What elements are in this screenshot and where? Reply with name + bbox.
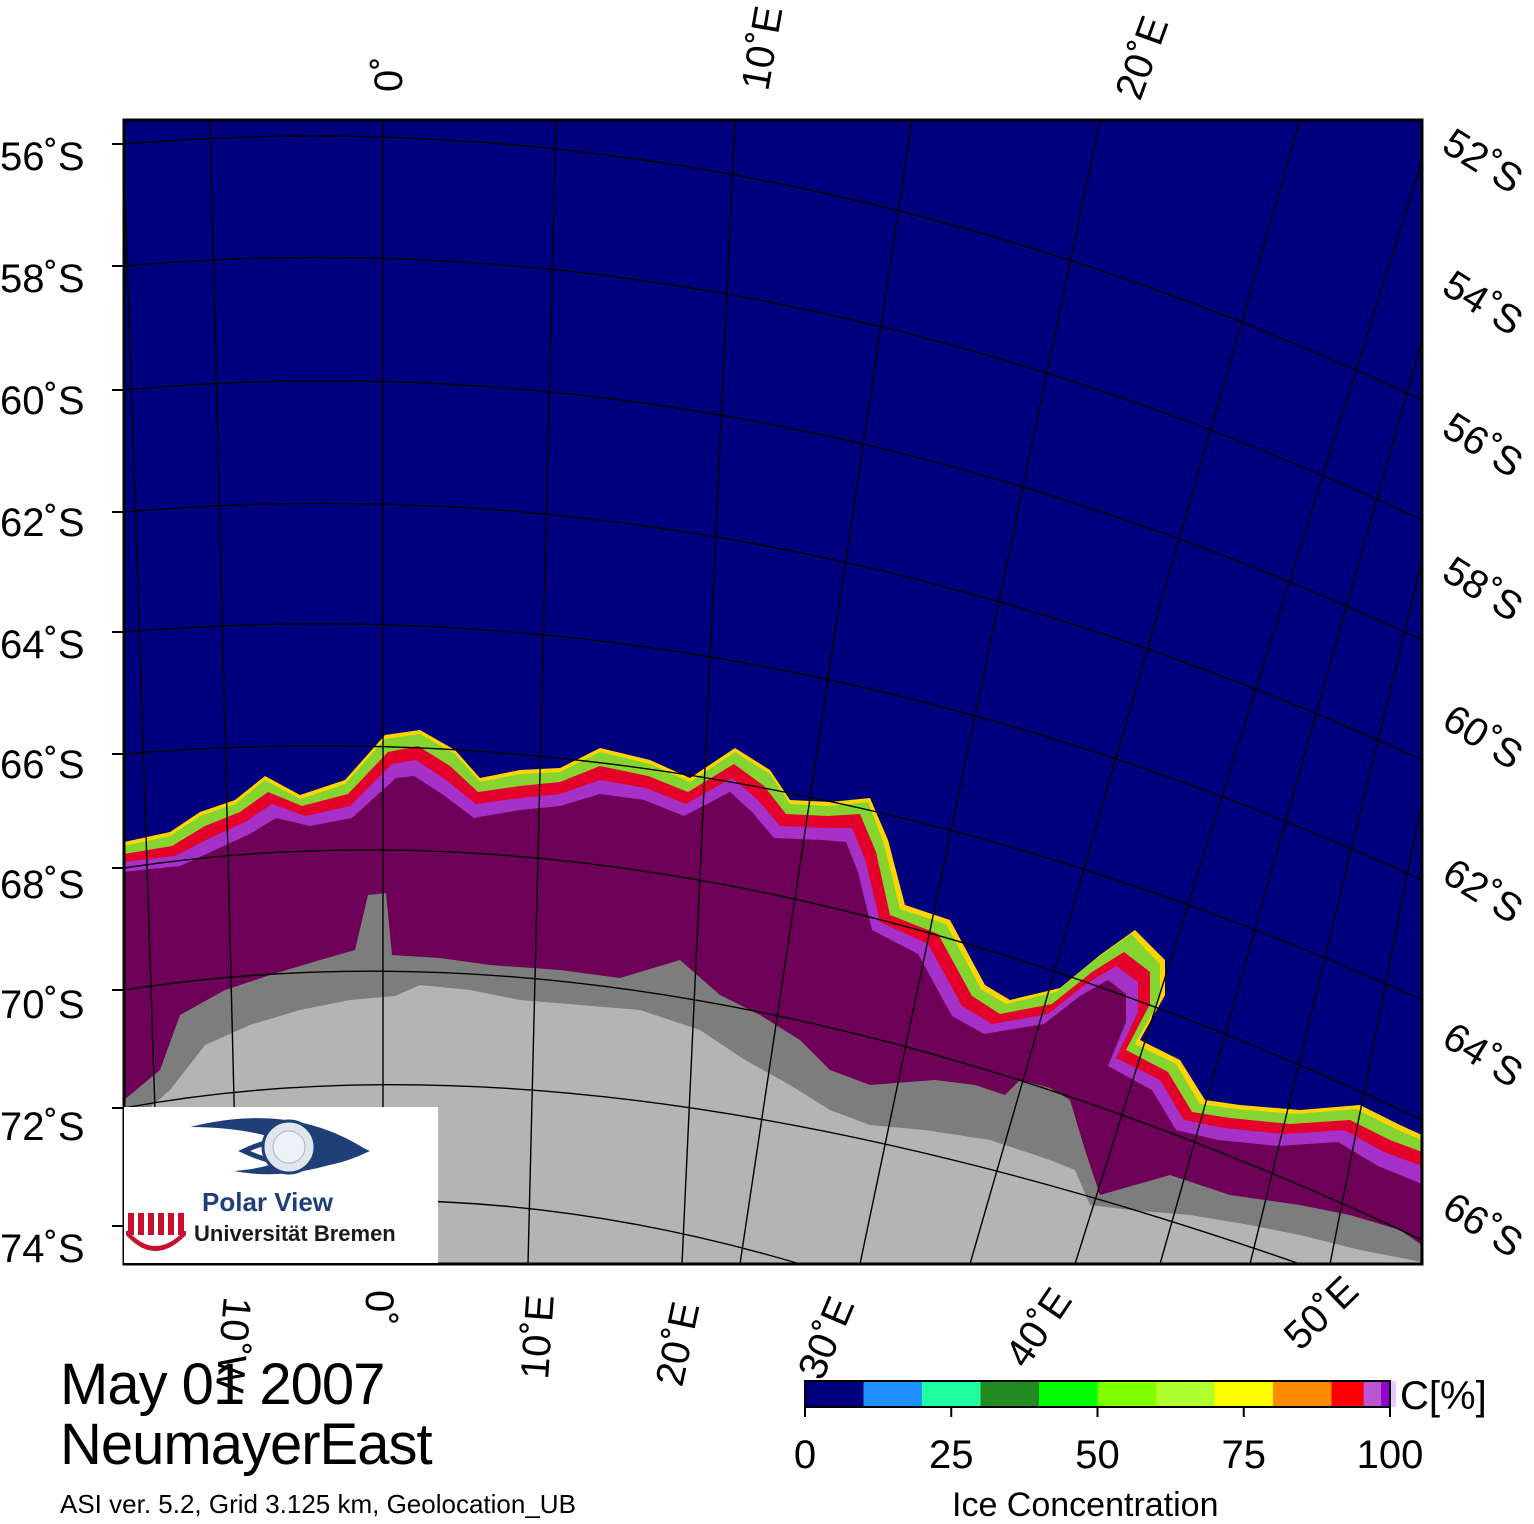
logo-polar-view-text: Polar View bbox=[202, 1187, 334, 1217]
latitude-grid-lines bbox=[124, 135, 1422, 1264]
lat-label: 66˚S bbox=[0, 743, 85, 787]
lat-label: 54˚S bbox=[1435, 262, 1530, 344]
lon-label: 40˚E bbox=[997, 1280, 1081, 1375]
polar-view-logo: Polar View Universität Bremen bbox=[124, 1107, 438, 1263]
colorbar-segment bbox=[863, 1381, 923, 1407]
lat-label: 62˚S bbox=[1435, 850, 1530, 932]
latitude-labels-left: 56˚S 58˚S 60˚S 62˚S 64˚S 66˚S 68˚S 70˚S … bbox=[0, 135, 85, 1271]
lon-label: 0˚ bbox=[357, 1290, 401, 1326]
colorbar-title: Ice Concentration bbox=[952, 1486, 1219, 1524]
lat-label: 72˚S bbox=[0, 1105, 85, 1149]
colorbar-segment bbox=[1331, 1381, 1364, 1407]
lon-label: 10˚E bbox=[513, 1293, 563, 1380]
lon-label: 10˚E bbox=[734, 3, 792, 94]
colorbar-segment bbox=[805, 1381, 864, 1407]
colorbar-segment bbox=[1039, 1381, 1098, 1407]
colorbar-tick-label: 75 bbox=[1222, 1433, 1267, 1477]
colorbar-segment bbox=[1097, 1381, 1157, 1407]
logo-university-text: Universität Bremen bbox=[194, 1221, 396, 1246]
colorbar-segment bbox=[1214, 1381, 1274, 1407]
antarctic-continent bbox=[124, 985, 1422, 1264]
map-frame bbox=[122, 118, 1424, 1266]
colorbar bbox=[804, 1380, 1396, 1408]
region-name: NeumayerEast bbox=[60, 1412, 433, 1477]
colorbar-segment bbox=[1390, 1381, 1396, 1407]
lat-label: 58˚S bbox=[1435, 548, 1530, 630]
lon-label: 20˚E bbox=[1107, 11, 1177, 105]
colorbar-ticks: 0 25 50 75 100 bbox=[794, 1407, 1424, 1477]
lat-label: 68˚S bbox=[0, 863, 85, 907]
lat-label: 58˚S bbox=[0, 257, 85, 301]
lat-label: 64˚S bbox=[0, 623, 85, 667]
credits-text: ASI ver. 5.2, Grid 3.125 km, Geolocation… bbox=[60, 1489, 576, 1519]
colorbar-segment bbox=[1381, 1381, 1390, 1407]
eye-icon bbox=[126, 1118, 370, 1251]
colorbar-tick-label: 50 bbox=[1075, 1433, 1120, 1477]
lat-label: 70˚S bbox=[0, 983, 85, 1027]
colorbar-segment bbox=[1156, 1381, 1215, 1407]
longitude-grid-lines bbox=[124, 120, 1422, 1264]
lat-label: 60˚S bbox=[0, 379, 85, 423]
lat-label: 66˚S bbox=[1435, 1184, 1530, 1266]
latitude-labels-right: 52˚S 54˚S 56˚S 58˚S 60˚S 62˚S 64˚S 66˚S bbox=[1435, 120, 1530, 1266]
lat-label: 56˚S bbox=[1435, 404, 1530, 486]
lat-label: 56˚S bbox=[0, 135, 85, 179]
colorbar-tick-label: 25 bbox=[929, 1433, 974, 1477]
lon-label: 30˚E bbox=[790, 1291, 864, 1386]
ub-logo-icon bbox=[126, 1213, 186, 1251]
colorbar-segment bbox=[922, 1381, 981, 1407]
lon-label: 10˚W bbox=[207, 1295, 259, 1394]
lat-label: 74˚S bbox=[0, 1227, 85, 1271]
lon-label: 20˚E bbox=[648, 1298, 709, 1390]
lon-label: 0˚ bbox=[367, 56, 411, 92]
lat-label: 62˚S bbox=[0, 501, 85, 545]
lon-label: 50˚E bbox=[1276, 1268, 1367, 1358]
colorbar-segment bbox=[1273, 1381, 1332, 1407]
longitude-labels-top: 0˚ 10˚E 20˚E bbox=[367, 3, 1177, 105]
lat-label: 60˚S bbox=[1435, 696, 1530, 778]
lat-label: 52˚S bbox=[1435, 120, 1530, 202]
colorbar-tick-label: 0 bbox=[794, 1433, 816, 1477]
map-date: May 01 2007 bbox=[60, 1352, 385, 1417]
colorbar-segment bbox=[980, 1381, 1040, 1407]
colorbar-segment bbox=[1363, 1381, 1382, 1407]
colorbar-unit: C[%] bbox=[1400, 1374, 1487, 1418]
lat-label: 64˚S bbox=[1435, 1014, 1530, 1096]
left-ticks bbox=[112, 143, 124, 1227]
colorbar-tick-label: 100 bbox=[1357, 1433, 1424, 1477]
